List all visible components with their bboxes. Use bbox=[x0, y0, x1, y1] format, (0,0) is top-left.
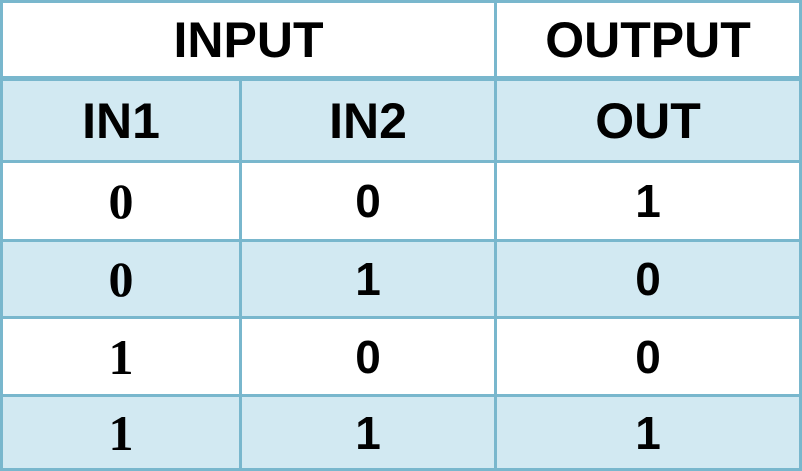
in2-cell: 0 bbox=[242, 163, 497, 239]
row-divider bbox=[3, 160, 799, 163]
in1-cell: 0 bbox=[3, 163, 242, 239]
column-header-out: OUT bbox=[595, 92, 701, 149]
column-header-in2: IN2 bbox=[242, 81, 497, 160]
row-divider bbox=[3, 394, 799, 397]
in2-cell: 0 bbox=[242, 319, 497, 394]
out-cell: 1 bbox=[635, 175, 661, 227]
input-group-header: INPUT bbox=[3, 3, 497, 76]
table-row: 1 0 0 bbox=[3, 319, 799, 394]
output-group-header: OUTPUT bbox=[545, 11, 751, 68]
group-header-row: INPUT OUTPUT bbox=[3, 3, 799, 76]
in1-cell: 0 bbox=[3, 242, 242, 316]
column-header-in1: IN1 bbox=[3, 81, 242, 160]
in2-cell: 1 bbox=[242, 242, 497, 316]
in2-cell: 1 bbox=[242, 397, 497, 468]
table-row: 1 1 1 bbox=[3, 397, 799, 468]
out-cell: 1 bbox=[635, 406, 661, 459]
row-divider bbox=[3, 316, 799, 319]
out-cell: 0 bbox=[635, 253, 661, 305]
table-row: 0 1 0 bbox=[3, 242, 799, 316]
row-divider bbox=[3, 239, 799, 242]
in1-cell: 1 bbox=[3, 397, 242, 468]
out-cell: 0 bbox=[635, 330, 661, 383]
table-row: 0 0 1 bbox=[3, 163, 799, 239]
column-header-row: IN1 IN2 OUT bbox=[3, 81, 799, 160]
in1-cell: 1 bbox=[3, 319, 242, 394]
header-divider bbox=[3, 76, 799, 81]
